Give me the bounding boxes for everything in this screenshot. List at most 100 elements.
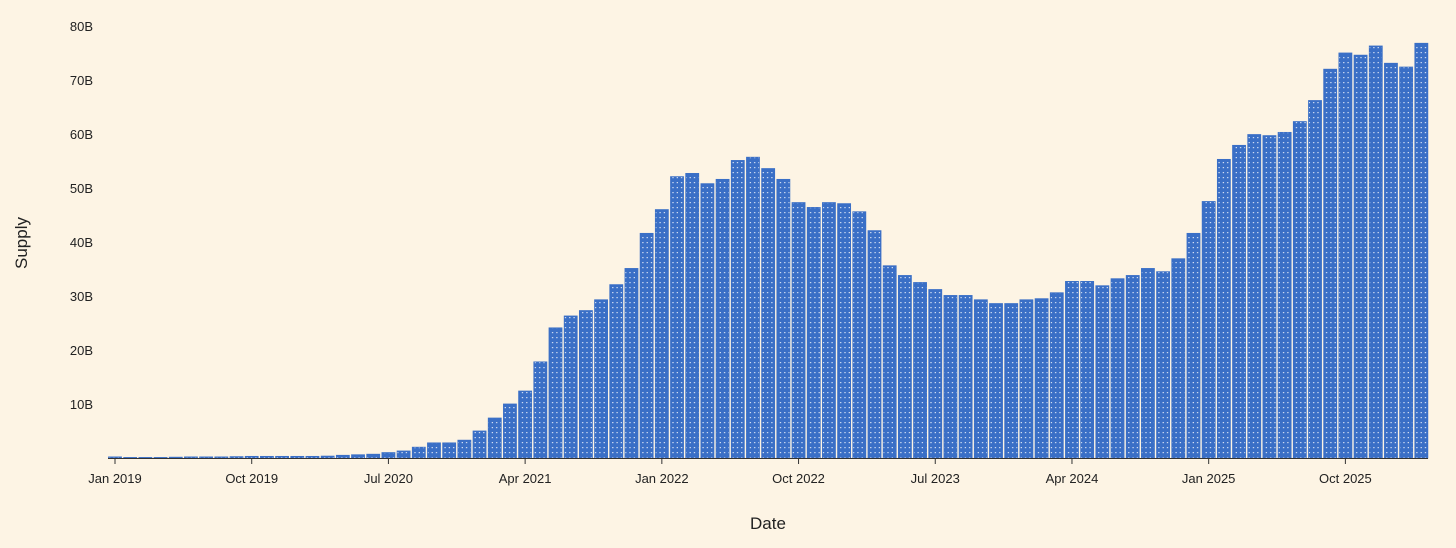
bar (806, 207, 821, 459)
bar (184, 456, 198, 459)
bar (822, 202, 836, 459)
bar (639, 232, 654, 459)
bar (275, 455, 289, 459)
bars (108, 42, 1429, 459)
y-tick-label: 30B (70, 289, 93, 304)
bar (199, 456, 214, 459)
bar (882, 265, 897, 459)
bar (472, 430, 487, 459)
bar (685, 173, 700, 459)
bar (1141, 268, 1155, 459)
y-tick-label: 80B (70, 19, 93, 34)
bar (1156, 271, 1171, 459)
bar (1201, 201, 1216, 459)
bar (396, 450, 411, 459)
bar (989, 303, 1003, 459)
x-tick-label: Jul 2023 (911, 471, 960, 486)
y-tick-label: 50B (70, 181, 93, 196)
bar (411, 446, 426, 459)
x-tick-label: Jan 2019 (88, 471, 142, 486)
bar (1308, 100, 1322, 459)
bar (1080, 281, 1095, 459)
bar (1125, 275, 1140, 459)
bar (487, 417, 502, 459)
y-axis-label: Supply (12, 217, 31, 269)
bar (928, 289, 943, 459)
bar (351, 454, 365, 459)
bar (548, 327, 563, 459)
bar (427, 442, 441, 459)
bar (518, 390, 533, 459)
x-tick-label: Apr 2024 (1046, 471, 1099, 486)
bar (320, 455, 335, 459)
bar (1034, 298, 1049, 459)
bar (761, 168, 776, 459)
bar (867, 230, 882, 459)
x-tick-label: Oct 2025 (1319, 471, 1372, 486)
bar (1277, 131, 1292, 459)
bar (943, 295, 958, 459)
bar (1368, 45, 1383, 459)
bar (108, 456, 122, 459)
bar (594, 299, 608, 459)
bar (624, 268, 639, 459)
bar (973, 299, 988, 459)
bar (746, 156, 760, 459)
bar (1019, 299, 1034, 459)
bar (1004, 303, 1019, 459)
y-tick-label: 60B (70, 127, 93, 142)
x-tick-label: Jan 2022 (635, 471, 689, 486)
bar (715, 178, 730, 459)
bar (305, 455, 320, 459)
bar (503, 403, 517, 459)
bar (730, 160, 745, 459)
y-tick-label: 40B (70, 235, 93, 250)
bar (244, 455, 259, 459)
y-axis-ticks: 10B 20B 30B 40B 50B 60B 70B 80B (70, 19, 93, 412)
bar (1110, 278, 1125, 459)
bar (1384, 62, 1398, 459)
bar (533, 361, 548, 459)
y-tick-label: 70B (70, 73, 93, 88)
x-tick-label: Jan 2025 (1182, 471, 1236, 486)
bar (1095, 285, 1110, 459)
bar (563, 315, 578, 459)
x-axis-label: Date (750, 514, 786, 533)
bar (1338, 52, 1353, 459)
y-tick-label: 20B (70, 343, 93, 358)
bar (335, 454, 350, 459)
bar (1353, 54, 1368, 459)
bar (366, 453, 381, 459)
x-tick-label: Oct 2019 (225, 471, 278, 486)
bar (1186, 232, 1201, 459)
bar (670, 176, 684, 459)
bar (852, 211, 867, 459)
x-tick-label: Jul 2020 (364, 471, 413, 486)
bar (1323, 68, 1338, 459)
bar (913, 282, 927, 459)
bar (1292, 121, 1307, 459)
bar (457, 439, 472, 459)
bar (229, 456, 244, 459)
bar (1262, 135, 1277, 459)
bar (958, 295, 973, 459)
bar (1399, 66, 1414, 459)
x-axis-ticks: Jan 2019 Oct 2019 Jul 2020 Apr 2021 Jan 2022… (88, 458, 1372, 486)
bar (1247, 134, 1262, 459)
bar (1171, 258, 1186, 459)
y-tick-label: 10B (70, 397, 93, 412)
bar (1049, 292, 1064, 459)
bar (837, 203, 852, 459)
bar (259, 455, 274, 459)
bar (700, 183, 715, 459)
bar (290, 455, 305, 459)
x-tick-label: Oct 2022 (772, 471, 825, 486)
bar (654, 209, 669, 459)
bar (897, 275, 912, 459)
bar (791, 202, 806, 459)
bar (1065, 281, 1079, 459)
x-tick-label: Apr 2021 (499, 471, 552, 486)
bar (1414, 42, 1429, 459)
bar (214, 456, 229, 459)
